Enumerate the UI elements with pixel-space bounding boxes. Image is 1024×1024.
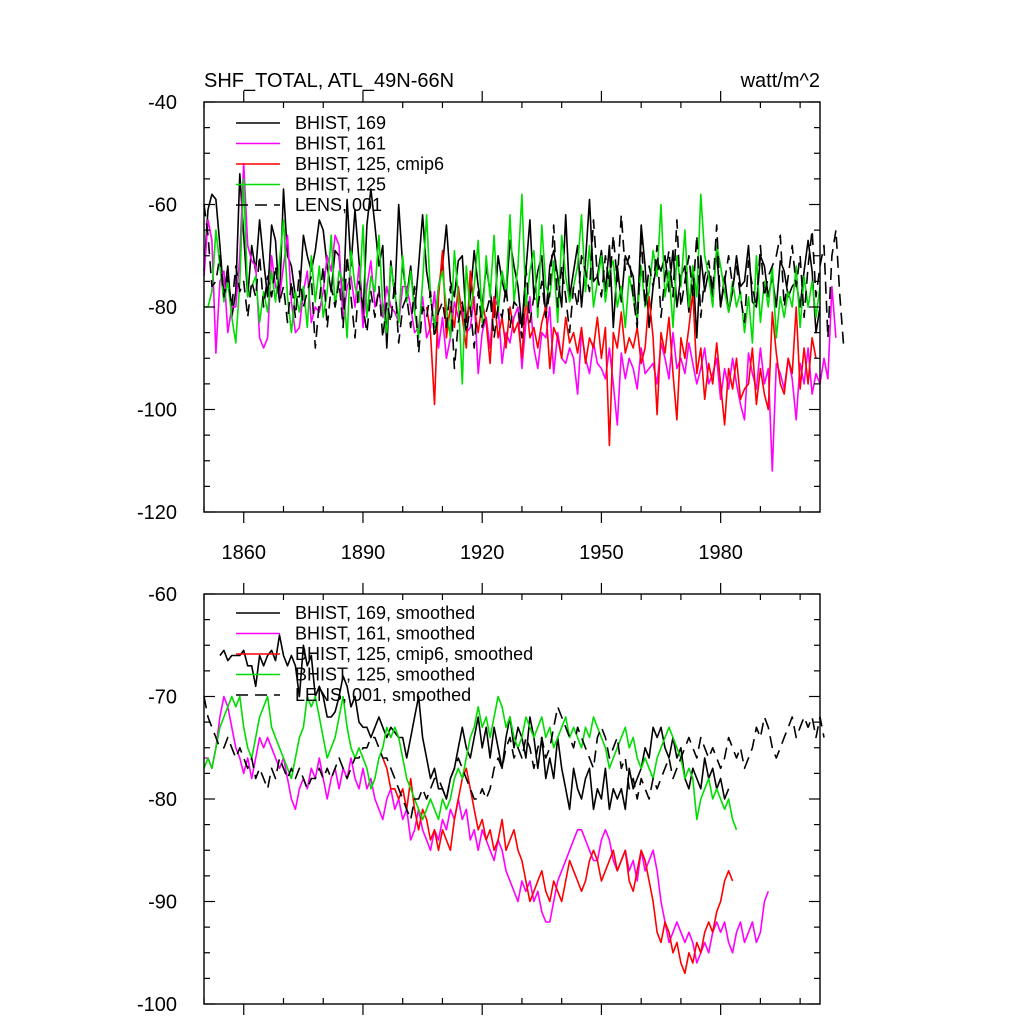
y-tick-label: -80 [148, 789, 177, 811]
top-series-layer [203, 162, 845, 472]
y-tick-label: -100 [137, 400, 177, 422]
y-tick-label: -40 [148, 92, 177, 114]
series-line-lens-001 [203, 204, 845, 370]
x-tick-label: 1920 [460, 542, 505, 564]
legend-label-bhist-125: BHIST, 125 [295, 175, 386, 195]
legend-label-bhist-161-smoothed: BHIST, 161, smoothed [295, 624, 475, 644]
top-panel: SHF_TOTAL, ATL_49N-66N watt/m^2 -40 -60 -8… [137, 70, 845, 564]
legend-label-bhist-161: BHIST, 161 [295, 134, 386, 154]
y-tick-label: -100 [137, 994, 177, 1016]
legend-label-lens-001-smoothed: LENS, 001, smoothed [295, 685, 471, 705]
x-tick-label: 1860 [221, 542, 266, 564]
series-line-bhist-169-smoothed [219, 634, 730, 811]
bottom-series-layer [203, 634, 825, 975]
top-panel-title: SHF_TOTAL, ATL_49N-66N [204, 70, 454, 92]
series-line-bhist-125-cmip6-smoothed [382, 757, 734, 975]
legend-label-bhist-169-smoothed: BHIST, 169, smoothed [295, 603, 475, 623]
bottom-panel: -60-70-80-90-100 BHIST, 169, smoothedBHI… [137, 583, 825, 1016]
y-tick-label: -60 [148, 195, 177, 217]
y-tick-label: -80 [148, 297, 177, 319]
top-axis-layer: -40 -60 -80 -100 -120 1860 1890 1920 1950 1980 [137, 91, 821, 564]
top-panel-units: watt/m^2 [740, 70, 820, 92]
legend-label-bhist-125-cmip6: BHIST, 125, cmip6 [295, 154, 444, 174]
x-tick-label: 1890 [341, 542, 386, 564]
x-tick-label: 1950 [579, 542, 624, 564]
bottom-axis-layer: -60 -70 -80 -90 -100 [137, 583, 821, 1016]
y-tick-label: -90 [148, 892, 177, 914]
series-line-bhist-161-smoothed [204, 695, 770, 964]
series-line-bhist-125-cmip6 [425, 249, 817, 447]
legend-label-bhist-125-smoothed: BHIST, 125, smoothed [295, 665, 475, 685]
legend-label-lens-001: LENS, 001 [295, 195, 382, 215]
y-tick-label: -60 [148, 584, 177, 606]
y-tick-label: -120 [137, 502, 177, 524]
y-tick-label: -70 [148, 687, 177, 709]
x-tick-label: 1980 [698, 542, 743, 564]
series-line-lens-001-smoothed [203, 696, 825, 821]
legend-label-bhist-125-cmip6-smoothed: BHIST, 125, cmip6, smoothed [295, 644, 533, 664]
legend-label-bhist-169: BHIST, 169 [295, 113, 386, 133]
